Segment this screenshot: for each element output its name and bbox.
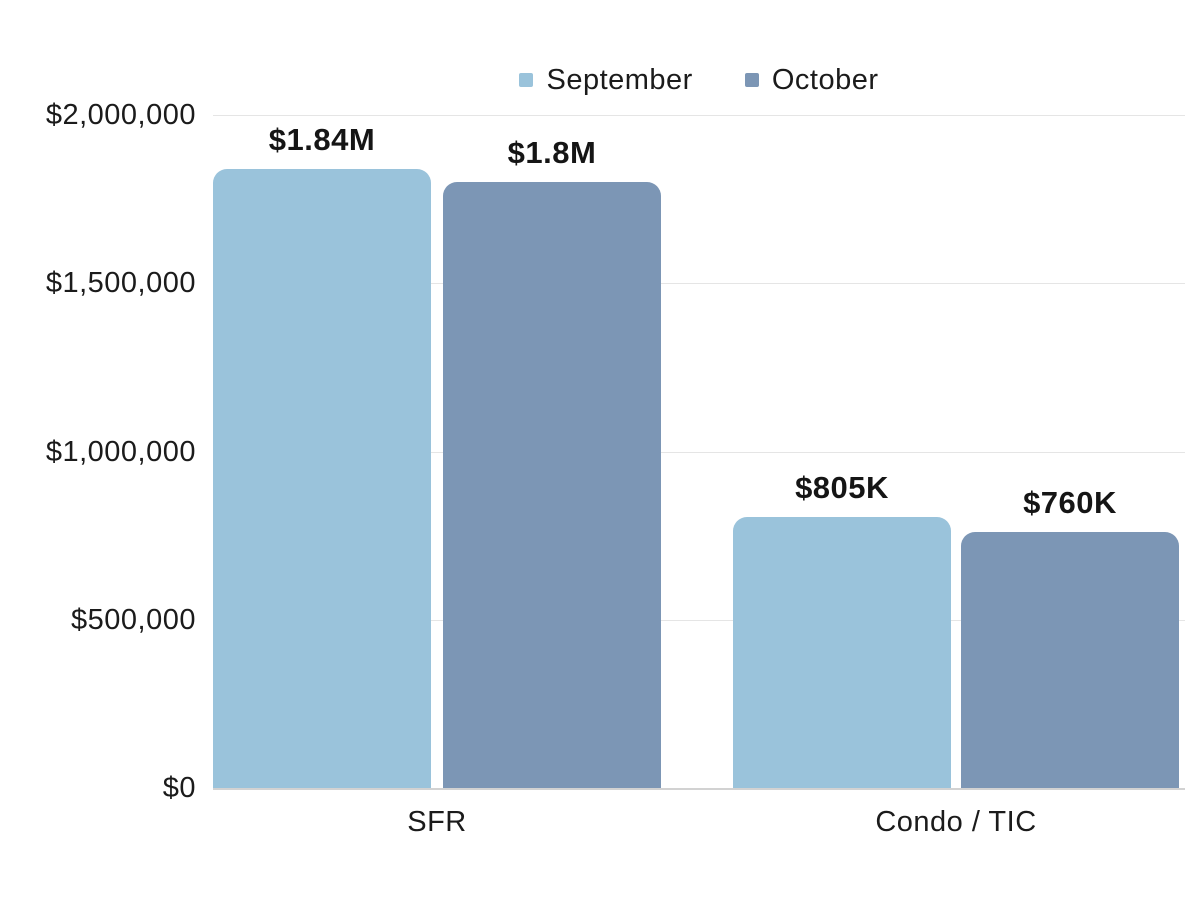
y-axis-tick-label: $500,000 (71, 604, 196, 636)
bar-october-condo-tic (961, 532, 1179, 788)
gridline (213, 115, 1185, 116)
gridline (213, 283, 1185, 284)
bar-value-label: $760K (1023, 485, 1117, 520)
y-axis-tick-label: $1,500,000 (45, 267, 196, 299)
chart-legend: September October (213, 58, 1185, 102)
bar-october-sfr (443, 182, 661, 788)
gridline (213, 620, 1185, 621)
legend-item-september: September (519, 64, 692, 97)
y-axis-tick-label: $0 (162, 772, 196, 804)
bar-value-label: $805K (795, 470, 889, 505)
legend-item-october: October (744, 63, 879, 97)
legend-swatch-icon (519, 73, 534, 87)
legend-swatch-icon (744, 73, 759, 87)
legend-label: September (546, 63, 693, 96)
bar-value-label: $1.8M (507, 135, 597, 170)
bar-september-condo-tic (733, 517, 951, 788)
y-axis-tick-label: $2,000,000 (45, 99, 196, 131)
y-axis-tick-label: $1,000,000 (45, 436, 196, 468)
x-axis-label-sfr: SFR (407, 806, 467, 838)
bar-september-sfr (213, 169, 431, 788)
bar-value-label: $1.84M (268, 122, 376, 157)
gridline (213, 452, 1185, 453)
x-axis-label-condo-tic: Condo / TIC (875, 806, 1037, 838)
legend-label: October (771, 63, 879, 96)
x-axis-line (213, 788, 1185, 790)
